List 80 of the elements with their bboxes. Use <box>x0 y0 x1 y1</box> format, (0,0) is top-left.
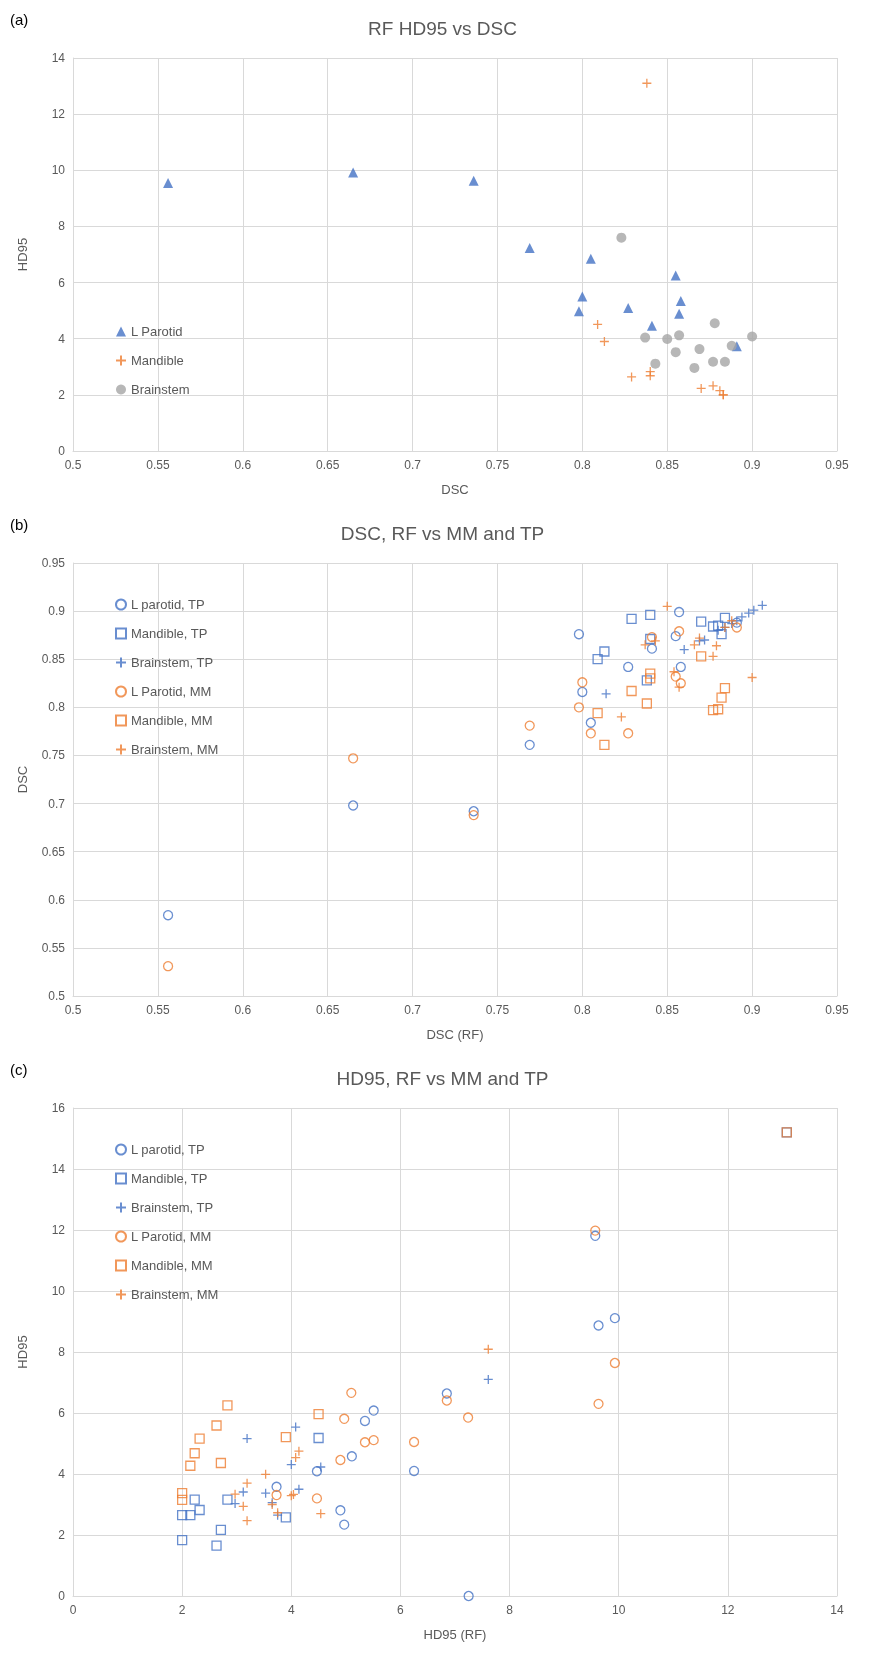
legend-label: L Parotid, MM <box>131 684 212 699</box>
x-tick-label: 0.8 <box>573 458 591 472</box>
x-tick-label: 0.75 <box>485 1003 510 1017</box>
y-tick-label: 14 <box>51 1162 66 1176</box>
x-axis-title: DSC (RF) <box>426 1027 484 1042</box>
x-tick-label: 0.95 <box>825 458 849 472</box>
text: (a) <box>10 11 29 28</box>
legend-label: Mandible, TP <box>131 626 208 641</box>
y-tick-label: 0.95 <box>41 556 66 570</box>
x-tick-label: 8 <box>506 1603 514 1617</box>
y-axis-title: HD95 <box>15 237 30 272</box>
y-tick-label: 8 <box>58 219 66 234</box>
x-tick-label: 0.7 <box>404 458 422 472</box>
y-tick-label: 0 <box>58 444 66 458</box>
y-tick-label: 0.7 <box>48 796 66 811</box>
x-tick-label: 0.55 <box>146 1003 170 1017</box>
y-tick-label: 12 <box>51 107 66 122</box>
legend-label: Mandible <box>131 353 184 368</box>
legend-label: Brainstem, MM <box>131 742 219 757</box>
y-axis-title: DSC <box>15 765 30 794</box>
x-tick-label: 0.65 <box>315 458 340 472</box>
y-tick-label: 6 <box>58 1406 66 1420</box>
y-tick-label: 0.65 <box>41 844 66 859</box>
chart-title: HD95, RF vs MM and TP <box>336 1068 549 1089</box>
x-tick-label: 0.75 <box>485 458 510 472</box>
legend-label: Mandible, MM <box>131 713 213 728</box>
legend-label: Brainstem, TP <box>131 1200 214 1215</box>
x-tick-label: 14 <box>830 1603 844 1617</box>
legend-label: L parotid, TP <box>131 597 205 612</box>
legend-label: Mandible, TP <box>131 1171 208 1186</box>
x-tick-label: 0.55 <box>146 458 170 472</box>
x-tick-label: 0.8 <box>573 1003 591 1017</box>
y-tick-label: 8 <box>58 1345 66 1359</box>
legend-label: Mandible, MM <box>131 1258 213 1273</box>
x-tick-label: 2 <box>178 1603 186 1617</box>
y-tick-label: 10 <box>51 1284 66 1298</box>
y-tick-label: 0.6 <box>48 892 66 907</box>
chart-title: DSC, RF vs MM and TP <box>340 523 545 544</box>
y-tick-label: 16 <box>51 1101 66 1115</box>
y-tick-label: 0.55 <box>41 940 66 955</box>
x-tick-label: 6 <box>397 1603 405 1617</box>
x-tick-label: 0.95 <box>825 1003 849 1017</box>
x-tick-label: 0.6 <box>234 458 252 472</box>
y-tick-label: 0.8 <box>48 700 66 715</box>
x-axis-title: HD95 (RF) <box>423 1627 487 1642</box>
y-tick-label: 0.85 <box>41 652 66 667</box>
y-axis-title: HD95 <box>15 1335 30 1369</box>
x-tick-label: 0.65 <box>315 1003 340 1017</box>
y-tick-label: 0.75 <box>41 748 66 763</box>
y-tick-label: 12 <box>51 1223 66 1237</box>
y-tick-label: 0.5 <box>48 989 66 1003</box>
x-tick-label: 0.7 <box>404 1003 422 1017</box>
y-tick-label: 4 <box>58 1467 66 1481</box>
y-tick-label: 0 <box>58 1589 66 1603</box>
x-tick-label: 0.6 <box>234 1003 252 1017</box>
x-tick-label: 0.85 <box>655 458 680 472</box>
y-tick-label: 14 <box>51 51 66 65</box>
y-tick-label: 6 <box>58 275 66 290</box>
y-tick-label: 2 <box>58 387 66 402</box>
x-tick-label: 4 <box>287 1603 295 1617</box>
x-tick-label: 0.85 <box>655 1003 680 1017</box>
y-tick-label: 0.9 <box>48 604 66 619</box>
x-tick-label: 0 <box>69 1603 77 1617</box>
legend-label: L Parotid, MM <box>131 1229 212 1244</box>
x-tick-label: 0.9 <box>743 458 761 472</box>
y-tick-label: 4 <box>58 331 66 346</box>
x-tick-label: 10 <box>612 1603 626 1617</box>
y-tick-label: 2 <box>58 1528 66 1542</box>
legend-label: L Parotid <box>131 324 183 339</box>
y-tick-label: 10 <box>51 163 66 178</box>
text: (c) <box>10 1061 28 1078</box>
x-tick-label: 0.9 <box>743 1003 761 1017</box>
chart-title: RF HD95 vs DSC <box>368 18 517 39</box>
x-axis-title: DSC <box>441 482 469 497</box>
legend-label: L parotid, TP <box>131 1142 205 1157</box>
x-tick-label: 12 <box>721 1603 735 1617</box>
legend-label: Brainstem, TP <box>131 655 214 670</box>
legend-label: Brainstem, MM <box>131 1287 219 1302</box>
legend-label: Brainstem <box>131 382 190 397</box>
text: (b) <box>10 516 29 533</box>
